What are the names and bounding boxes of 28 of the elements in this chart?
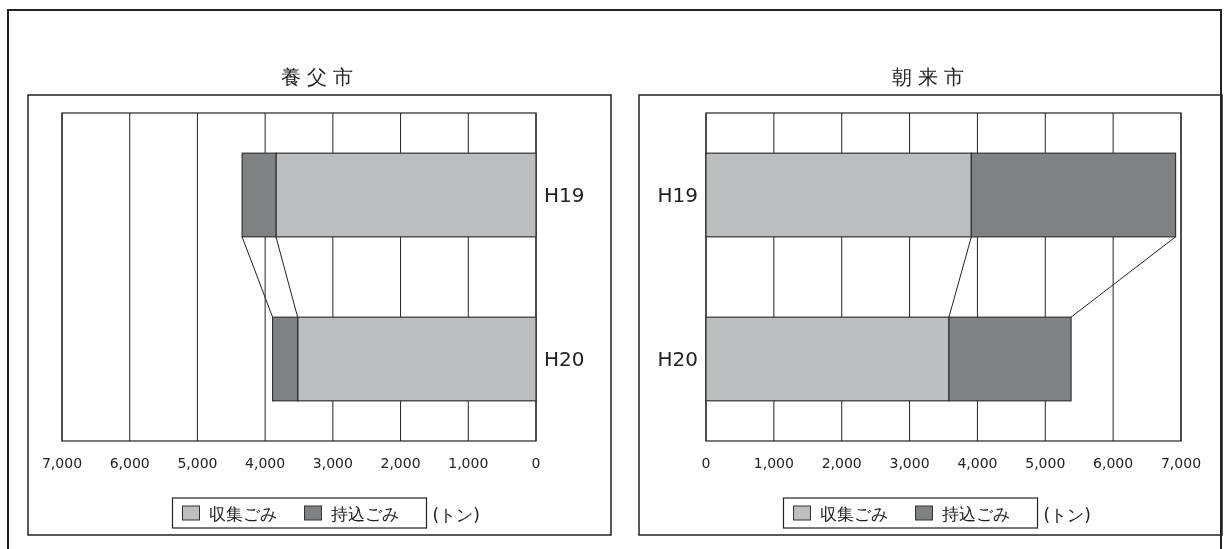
y-tick-label: H19: [657, 183, 698, 207]
x-tick-label: 3,000: [889, 455, 930, 471]
y-tick-label: H20: [544, 347, 585, 371]
legend-label: 持込ごみ: [941, 504, 1010, 524]
x-tick-label: 6,000: [1093, 455, 1134, 471]
x-tick-label: 2,000: [380, 455, 421, 471]
x-tick-label: 4,000: [957, 455, 998, 471]
y-tick-label: H20: [657, 347, 698, 371]
chart-title: 朝来市: [891, 65, 970, 89]
x-tick-label: 2,000: [821, 455, 862, 471]
x-tick-label: 5,000: [1025, 455, 1066, 471]
x-tick-label: 0: [531, 455, 541, 471]
x-tick-label: 5,000: [177, 455, 218, 471]
y-tick-label: H19: [544, 183, 585, 207]
chart-title: 養父市: [280, 65, 359, 89]
x-tick-label: 1,000: [753, 455, 794, 471]
x-tick-label: 4,000: [245, 455, 286, 471]
x-axis-title: (トン): [432, 505, 480, 525]
legend-label: 持込ごみ: [330, 504, 399, 524]
legend-label: 収集ごみ: [208, 504, 277, 524]
legend-label: 収集ごみ: [819, 504, 888, 524]
x-tick-label: 0: [701, 455, 711, 471]
x-tick-label: 3,000: [312, 455, 353, 471]
x-tick-label: 6,000: [109, 455, 150, 471]
x-axis-title: (トン): [1043, 505, 1091, 525]
x-tick-label: 7,000: [1160, 455, 1202, 471]
x-tick-label: 7,000: [41, 455, 83, 471]
x-tick-label: 1,000: [448, 455, 489, 471]
